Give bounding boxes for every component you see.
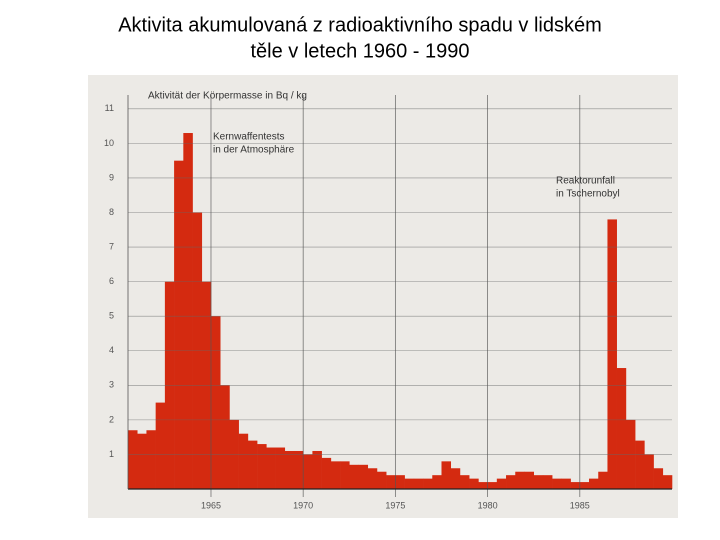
y-tick-label: 2 (109, 414, 114, 424)
slide-title: těle v letech 1960 - 1990 (250, 40, 469, 62)
bar (469, 478, 479, 489)
bar (275, 447, 286, 489)
bar (321, 457, 332, 489)
y-tick-label: 3 (109, 380, 114, 390)
annotation: Reaktorunfall (556, 176, 615, 187)
bar (367, 468, 378, 489)
bar (303, 454, 313, 489)
bar (128, 430, 138, 489)
bar (635, 440, 645, 489)
y-axis-label: Aktivität der Körpermasse in Bq / kg (148, 91, 307, 102)
bar (487, 482, 498, 489)
x-tick-label: 1965 (201, 500, 221, 510)
bar (542, 475, 553, 489)
bar (155, 402, 166, 489)
bar (459, 475, 470, 489)
bar (340, 461, 350, 489)
bar (478, 482, 488, 489)
bar (423, 478, 433, 489)
bar (570, 482, 581, 489)
bar (616, 368, 627, 489)
bar (266, 447, 276, 489)
x-tick-label: 1975 (385, 500, 405, 510)
annotation: in Tschernobyl (556, 189, 620, 200)
bar (220, 385, 230, 489)
y-tick-label: 10 (104, 138, 114, 148)
bar (506, 475, 516, 489)
bar (293, 450, 304, 489)
x-tick-label: 1980 (478, 500, 498, 510)
bar (386, 475, 396, 489)
bar (644, 454, 654, 489)
bar (358, 464, 369, 489)
annotation: Kernwaffentests (213, 132, 285, 143)
y-tick-label: 8 (109, 207, 114, 217)
bar (589, 478, 599, 489)
bar (312, 450, 322, 489)
bar (533, 475, 544, 489)
bar (210, 316, 221, 489)
bar (561, 478, 571, 489)
bar (524, 471, 534, 489)
y-tick-label: 11 (105, 103, 114, 113)
bar (441, 461, 452, 489)
y-tick-label: 9 (109, 172, 114, 182)
bar (395, 475, 405, 489)
y-tick-label: 1 (109, 449, 114, 459)
y-tick-label: 6 (109, 276, 114, 286)
bar (598, 471, 608, 489)
y-tick-label: 4 (109, 345, 114, 355)
bar (607, 219, 617, 489)
bar (349, 464, 359, 489)
bar (432, 475, 442, 489)
bar (330, 461, 341, 489)
x-tick-label: 1985 (570, 500, 590, 510)
bar (183, 133, 193, 489)
bar (552, 478, 562, 489)
bar (174, 160, 184, 489)
slide-title: Aktivita akumulovaná z radioaktivního sp… (118, 14, 602, 36)
bar (146, 430, 156, 489)
x-tick-label: 1970 (293, 500, 313, 510)
bar (515, 471, 525, 489)
y-tick-label: 7 (109, 241, 114, 251)
y-tick-label: 5 (109, 311, 114, 321)
bar (257, 444, 267, 489)
bar (247, 440, 258, 489)
bar (496, 478, 507, 489)
bar (238, 433, 249, 489)
annotation: in der Atmosphäre (213, 145, 295, 156)
bar (284, 450, 295, 489)
bar (413, 478, 424, 489)
bar (404, 478, 415, 489)
bar (376, 471, 387, 489)
bar (579, 482, 590, 489)
bar (137, 433, 147, 489)
bar (450, 468, 461, 489)
bar (662, 475, 673, 489)
bar (653, 468, 664, 489)
